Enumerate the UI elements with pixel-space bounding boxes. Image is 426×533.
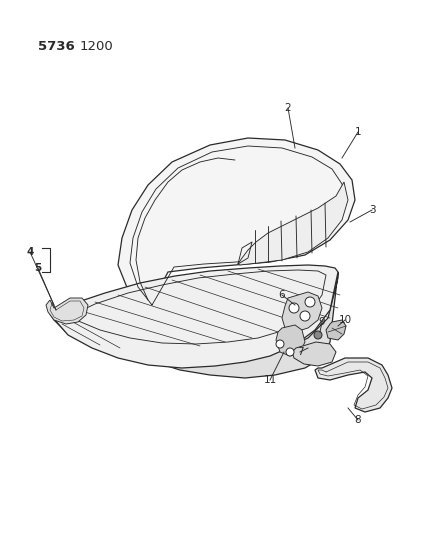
Text: 2: 2 xyxy=(284,103,291,113)
Text: 1200: 1200 xyxy=(80,40,113,53)
Polygon shape xyxy=(46,298,88,324)
Text: 5: 5 xyxy=(35,263,41,273)
Circle shape xyxy=(285,348,294,356)
Polygon shape xyxy=(314,358,391,412)
Polygon shape xyxy=(118,138,354,310)
Text: 6: 6 xyxy=(278,290,285,300)
Text: 1: 1 xyxy=(354,127,360,137)
Circle shape xyxy=(313,331,321,339)
Polygon shape xyxy=(52,265,337,368)
Polygon shape xyxy=(281,292,321,332)
Text: 10: 10 xyxy=(338,315,351,325)
Text: 8: 8 xyxy=(354,415,360,425)
Text: 3: 3 xyxy=(368,205,374,215)
Text: 5736: 5736 xyxy=(38,40,75,53)
Circle shape xyxy=(275,340,283,348)
Circle shape xyxy=(288,303,298,313)
Text: 4: 4 xyxy=(26,247,34,257)
Circle shape xyxy=(299,311,309,321)
Text: 7: 7 xyxy=(296,347,302,357)
Polygon shape xyxy=(325,320,345,340)
Polygon shape xyxy=(50,272,337,378)
Text: 11: 11 xyxy=(263,375,276,385)
Circle shape xyxy=(304,297,314,307)
Text: 9: 9 xyxy=(318,317,325,327)
Polygon shape xyxy=(275,325,304,356)
Polygon shape xyxy=(237,182,347,265)
Polygon shape xyxy=(291,342,335,366)
